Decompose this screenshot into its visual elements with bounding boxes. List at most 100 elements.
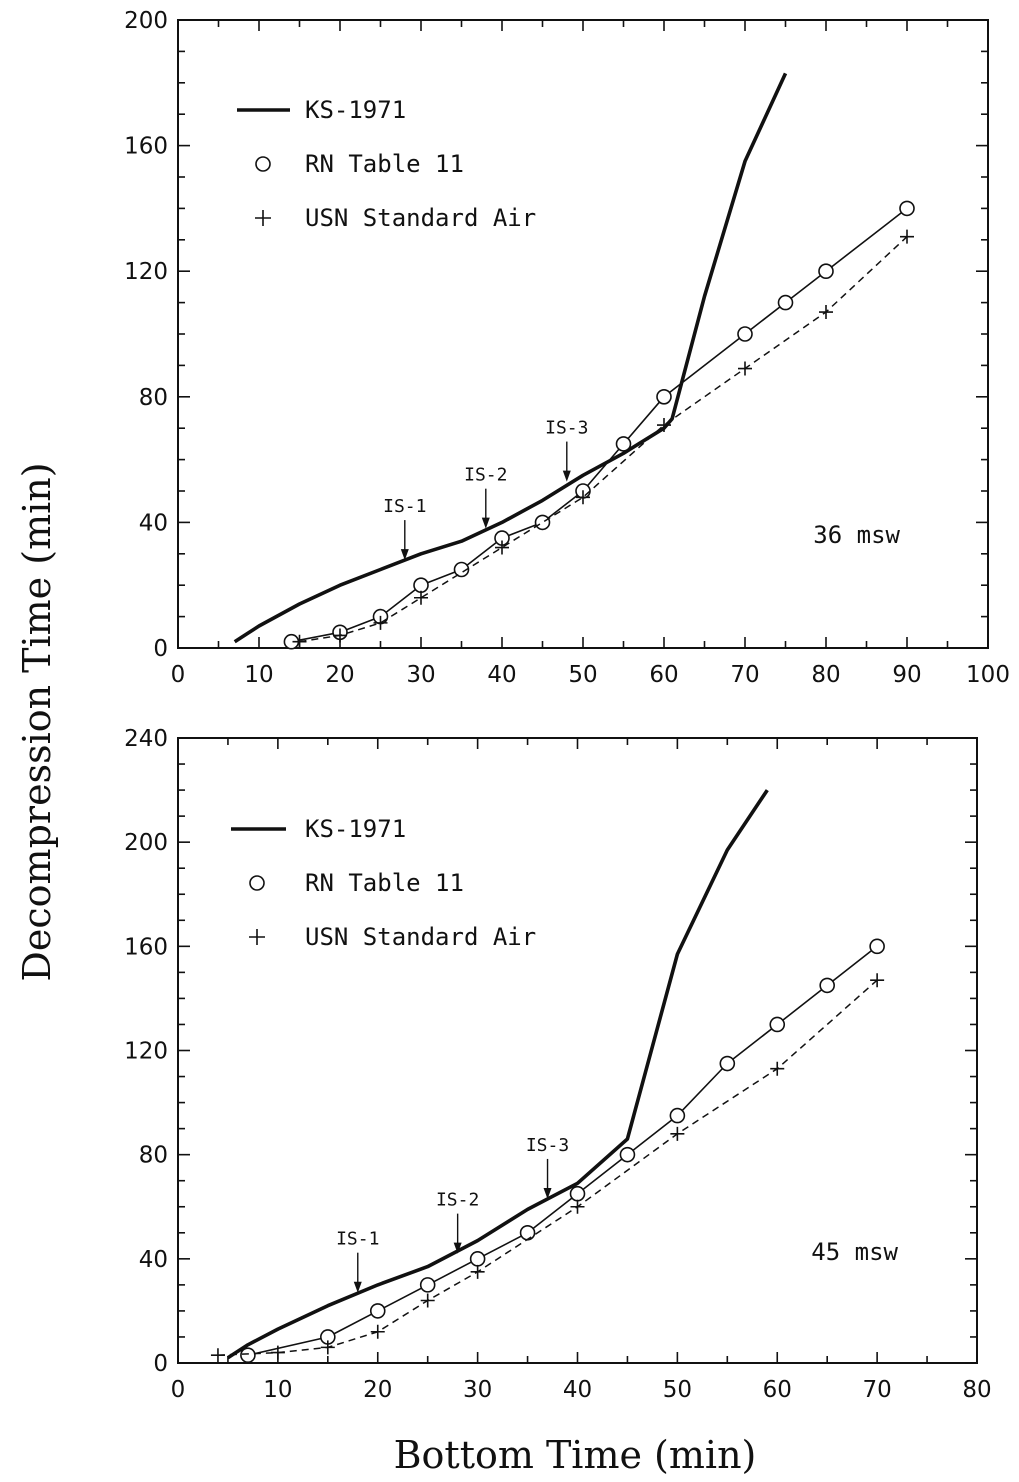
series-point-plus — [292, 634, 307, 649]
y-tick-label: 80 — [139, 1143, 168, 1169]
series-point-circle — [737, 326, 753, 342]
depth-label: 45 msw — [811, 1238, 898, 1266]
legend-swatch-usn-standard-air — [249, 929, 265, 945]
legend-swatch-usn-standard-air — [255, 210, 271, 226]
series-point-plus — [576, 490, 590, 505]
x-tick-label: 90 — [892, 662, 921, 688]
x-tick-label: 50 — [663, 1377, 692, 1403]
annotation-arrowhead — [400, 549, 409, 561]
series-point-circle — [519, 1224, 536, 1241]
series-point-circle — [656, 388, 672, 405]
x-tick-label: 30 — [463, 1377, 492, 1403]
plot-frame — [177, 737, 978, 1364]
y-tick-label: 160 — [124, 134, 168, 160]
annotation-label: IS-2 — [464, 465, 507, 486]
legend-swatch-rn-table-11 — [249, 875, 265, 891]
series-point-circle — [818, 263, 834, 280]
x-tick-label: 80 — [962, 1377, 991, 1403]
series-point-plus — [420, 1293, 435, 1308]
x-tick-label: 30 — [406, 662, 435, 688]
series-point-plus — [738, 361, 752, 376]
annotation-label: IS-1 — [336, 1229, 379, 1250]
series-point-plus — [495, 540, 509, 555]
annotation-arrowhead — [562, 470, 571, 482]
x-tick-label: 20 — [325, 662, 354, 688]
series-point-plus — [370, 1324, 385, 1339]
series-point-circle — [453, 561, 470, 578]
series-point-plus — [470, 1264, 485, 1279]
series-point-plus — [333, 628, 347, 643]
series-point-plus — [657, 418, 671, 433]
chart-panel-36msw: 0 10 20 30 40 50 60 70 80 90 100 0 40 80 120 160 200 KS-1… — [124, 8, 1010, 688]
annotation-arrowhead — [481, 517, 490, 529]
series-point-circle — [534, 514, 551, 531]
series-line-usn-standard-air — [299, 236, 908, 643]
series-line-rn-table-11 — [291, 207, 908, 643]
y-tick-label: 80 — [139, 385, 168, 411]
legend-label-rn-table-11: RN Table 11 — [305, 150, 464, 178]
series-point-circle — [419, 1277, 436, 1293]
series-point-plus — [320, 1340, 335, 1355]
series-point-plus — [770, 1061, 785, 1076]
x-tick-label: 60 — [763, 1377, 792, 1403]
annotation-arrowhead — [543, 1187, 552, 1199]
y-tick-label: 0 — [153, 636, 168, 662]
legend-swatch-rn-table-11 — [255, 156, 271, 172]
series-line-usn-standard-air — [217, 979, 878, 1356]
y-axis-title: Decompression Time (min) — [15, 462, 59, 981]
series-point-plus — [670, 1126, 685, 1141]
x-tick-label: 40 — [487, 662, 516, 688]
series-point-circle — [719, 1055, 736, 1072]
y-tick-label: 120 — [124, 1039, 168, 1065]
x-tick-label: 80 — [811, 662, 840, 688]
series-line-ks-1971 — [233, 72, 788, 644]
x-tick-label: 10 — [244, 662, 273, 688]
y-tick-label: 120 — [124, 259, 168, 285]
annotation-label: IS-3 — [545, 418, 588, 439]
annotation-label: IS-3 — [526, 1135, 569, 1156]
y-tick-label: 40 — [139, 510, 168, 536]
series-point-plus — [819, 305, 833, 320]
x-tick-label: 50 — [568, 662, 597, 688]
plot-frame — [177, 19, 989, 649]
annotation-arrowhead — [353, 1281, 362, 1293]
x-tick-label: 0 — [171, 1377, 186, 1403]
x-tick-label: 20 — [363, 1377, 392, 1403]
annotation-arrowhead — [453, 1242, 462, 1254]
series-point-plus — [870, 973, 885, 988]
series-point-circle — [777, 294, 794, 311]
series-point-circle — [769, 1016, 786, 1033]
series-point-circle — [899, 200, 915, 217]
series-line-ks-1971 — [226, 789, 769, 1360]
series-point-plus — [900, 229, 914, 244]
series-point-circle — [619, 1146, 636, 1163]
chart-panel-45msw: 0 10 20 30 40 50 60 70 80 0 40 80 120 160 200 240 KS-197… — [124, 726, 992, 1403]
x-tick-label: 70 — [730, 662, 759, 688]
legend-label-usn-standard-air: USN Standard Air — [305, 204, 536, 232]
series-point-circle — [469, 1251, 486, 1267]
series-point-plus — [570, 1199, 585, 1214]
x-tick-label: 60 — [649, 662, 678, 688]
x-tick-label: 40 — [563, 1377, 592, 1403]
x-tick-label: 10 — [263, 1377, 292, 1403]
legend-label-ks-1971: KS-1971 — [305, 96, 406, 124]
depth-label: 36 msw — [813, 521, 900, 549]
series-point-circle — [413, 577, 429, 594]
x-axis-title: Bottom Time (min) — [394, 1433, 757, 1477]
legend-label-usn-standard-air: USN Standard Air — [305, 923, 536, 951]
x-tick-label: 70 — [862, 1377, 891, 1403]
series-point-plus — [373, 615, 388, 630]
series-point-plus — [210, 1348, 225, 1363]
y-tick-label: 40 — [139, 1247, 168, 1273]
x-tick-label: 0 — [171, 662, 186, 688]
y-tick-label: 200 — [124, 8, 168, 34]
series-point-circle — [369, 1303, 386, 1319]
series-point-circle — [669, 1107, 686, 1124]
annotation-label: IS-1 — [383, 496, 426, 517]
legend-label-rn-table-11: RN Table 11 — [305, 869, 464, 897]
y-tick-label: 0 — [153, 1351, 168, 1377]
x-tick-label: 100 — [966, 662, 1010, 688]
series-point-circle — [869, 938, 885, 955]
series-point-plus — [270, 1345, 285, 1360]
